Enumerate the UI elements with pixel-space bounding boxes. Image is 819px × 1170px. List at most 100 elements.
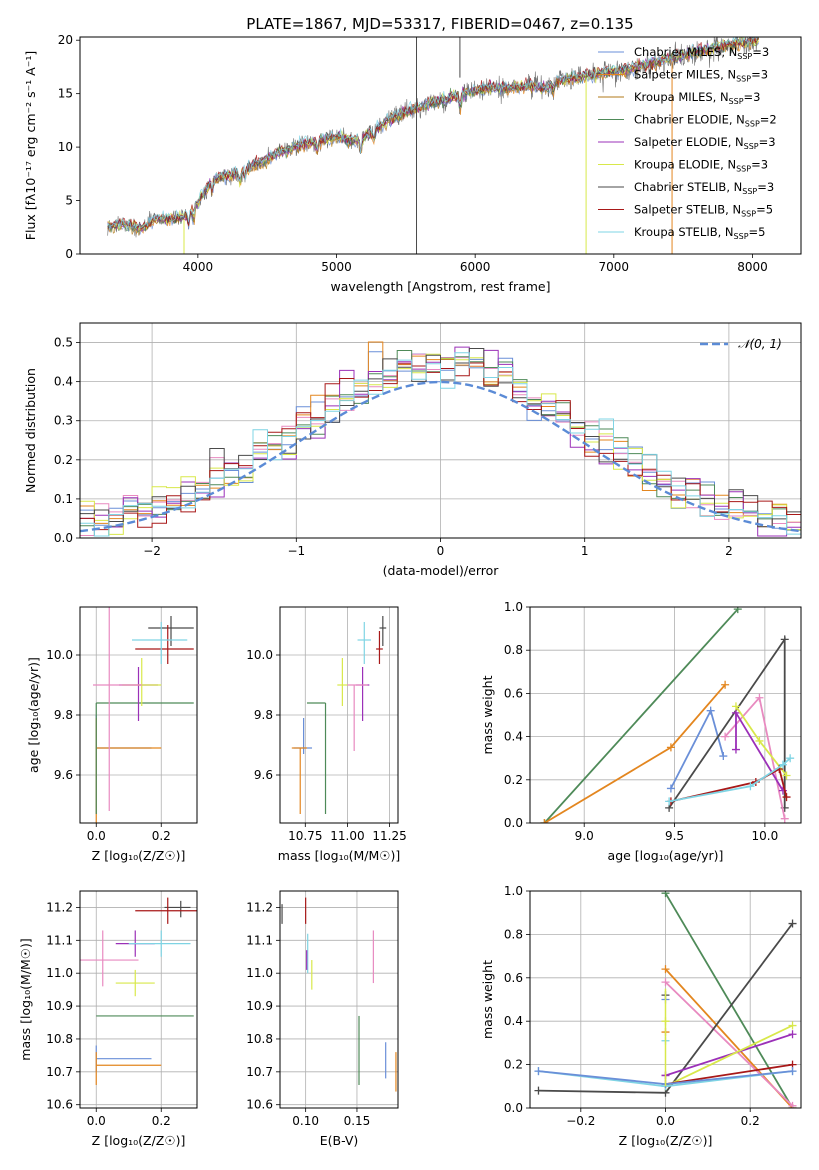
x-axis-label: Z [log₁₀(Z/Z☉)] xyxy=(92,848,186,863)
x-tick-label: 0.2 xyxy=(152,1114,171,1128)
weight-point-marker xyxy=(731,702,740,711)
errorbar-point xyxy=(128,930,191,957)
x-tick-label: 6000 xyxy=(460,260,491,274)
errorbar-point xyxy=(164,900,191,918)
weight-series-line xyxy=(544,684,726,823)
axes-frame xyxy=(79,606,198,824)
legend-entry: Salpeter STELIB, NSSP=5 xyxy=(634,203,773,219)
x-tick-label: 0.2 xyxy=(152,829,171,843)
weight-point-marker xyxy=(534,1067,543,1076)
axes-frame xyxy=(279,890,399,1109)
weight-point-marker xyxy=(731,745,740,754)
weight-series-line xyxy=(670,708,725,789)
y-tick-label: 9.8 xyxy=(54,708,73,722)
weight-series-line xyxy=(665,1063,793,1085)
weight-point-marker xyxy=(782,793,791,802)
plot-area xyxy=(80,341,801,538)
weight-point-marker xyxy=(746,782,755,791)
legend-entry: Kroupa MILES, NSSP=3 xyxy=(634,90,760,106)
weight-series-line xyxy=(664,892,794,1108)
x-axis-label: (data-model)/error xyxy=(383,563,500,578)
x-axis-label: Z [log₁₀(Z/Z☉)] xyxy=(92,1133,186,1148)
errorbar-point xyxy=(337,658,348,706)
legend-entry: Kroupa ELODIE, NSSP=3 xyxy=(634,158,768,174)
legend-entry: Salpeter MILES, NSSP=3 xyxy=(634,68,768,84)
x-axis-label: E(B-V) xyxy=(320,1133,359,1148)
y-tick-label: 1.0 xyxy=(504,600,523,614)
plot-area xyxy=(291,616,387,814)
y-tick-label: 0.2 xyxy=(504,1058,523,1072)
y-tick-label: 0.0 xyxy=(54,531,73,545)
y-tick-label: 11.2 xyxy=(46,900,73,914)
legend-entry: Kroupa STELIB, NSSP=5 xyxy=(634,225,765,241)
x-axis-label: age [log₁₀(age/yr)] xyxy=(608,848,724,863)
errorbar-point xyxy=(148,616,194,646)
plot-area xyxy=(107,37,760,254)
y-tick-label: 10.7 xyxy=(246,1065,273,1079)
weight-point-marker xyxy=(755,736,764,745)
y-tick-label: 10.8 xyxy=(46,1032,73,1046)
x-tick-label: 1 xyxy=(581,544,589,558)
plot-area xyxy=(80,897,197,1085)
y-tick-label: 9.6 xyxy=(254,768,273,782)
weight-point-marker xyxy=(534,1086,543,1095)
errorbar-point xyxy=(135,625,194,664)
y-tick-label: 10.7 xyxy=(46,1065,73,1079)
age-vs-mass-panel: 10.75 11.00 11.25 9.6 9.8 10.0 mass [log₁₀(M/M… xyxy=(246,606,407,863)
errorbar-point xyxy=(95,715,152,814)
y-tick-label: 0 xyxy=(65,247,73,261)
weight-point-marker xyxy=(755,693,764,702)
y-tick-label: 10.9 xyxy=(246,999,273,1013)
errorbar-point xyxy=(376,631,383,664)
weight-point-marker xyxy=(780,814,789,823)
x-tick-label: 4000 xyxy=(183,260,214,274)
weight-point-marker xyxy=(778,760,787,769)
x-tick-label: 9.0 xyxy=(575,829,594,843)
weight-point-marker xyxy=(782,771,791,780)
weight-point-marker xyxy=(665,797,674,806)
plot-area xyxy=(281,897,397,1092)
mass-vs-Z-panel: 0.0 0.2 10.6 10.7 10.8 10.9 11.0 11.1 11.2 Z [log… xyxy=(18,890,198,1148)
x-tick-label: −0.2 xyxy=(566,1114,595,1128)
y-tick-label: 0.6 xyxy=(504,971,523,985)
x-tick-label: −2 xyxy=(143,544,161,558)
y-tick-label: 0.0 xyxy=(504,816,523,830)
axes-frame xyxy=(79,890,198,1109)
x-tick-label: 0.10 xyxy=(292,1114,319,1128)
y-tick-label: 0.8 xyxy=(504,927,523,941)
y-tick-label: 0.2 xyxy=(504,773,523,787)
x-tick-label: 10.75 xyxy=(288,829,322,843)
spectrum-panel: 4000 5000 6000 7000 8000 0 5 10 15 20 wavelength [… xyxy=(23,33,802,294)
plot-area xyxy=(534,891,797,1108)
axes-frame xyxy=(79,322,802,539)
axes-frame xyxy=(279,606,399,824)
y-tick-label: 9.8 xyxy=(254,708,273,722)
weight-point-marker xyxy=(666,784,675,793)
weight-point-marker xyxy=(788,1067,797,1076)
y-tick-label: 10.6 xyxy=(46,1098,73,1112)
y-tick-label: 10.0 xyxy=(46,648,73,662)
weight-series-line xyxy=(543,608,739,823)
x-tick-label: 8000 xyxy=(737,260,768,274)
legend-entry: Chabrier ELODIE, NSSP=2 xyxy=(634,113,777,129)
weight-point-marker xyxy=(661,891,670,898)
legend-entry: Salpeter ELODIE, NSSP=3 xyxy=(634,135,776,151)
errorbar-point xyxy=(95,702,194,814)
axes-frame xyxy=(529,890,802,1109)
weight-point-marker xyxy=(733,607,742,614)
y-axis-label: Normed distribution xyxy=(23,368,38,493)
y-tick-label: 15 xyxy=(58,87,73,101)
weight-point-marker xyxy=(721,732,730,741)
y-axis-label: mass [log₁₀(M/M☉)] xyxy=(18,938,33,1060)
axes-frame xyxy=(79,36,802,255)
weight-point-marker xyxy=(540,819,549,823)
plot-area xyxy=(540,607,795,823)
errorbar-point xyxy=(357,622,372,664)
x-axis-label: mass [log₁₀(M/M☉)] xyxy=(278,848,400,863)
age-vs-Z-panel: 0.0 0.2 9.6 9.8 10.0 Z [log₁₀(Z/Z☉)] age [log₁… xyxy=(26,606,198,863)
y-tick-label: 0.4 xyxy=(54,375,73,389)
errorbar-point xyxy=(306,702,327,814)
y-tick-label: 9.6 xyxy=(54,768,73,782)
x-tick-label: 5000 xyxy=(321,260,352,274)
errorbar-point xyxy=(115,969,155,997)
